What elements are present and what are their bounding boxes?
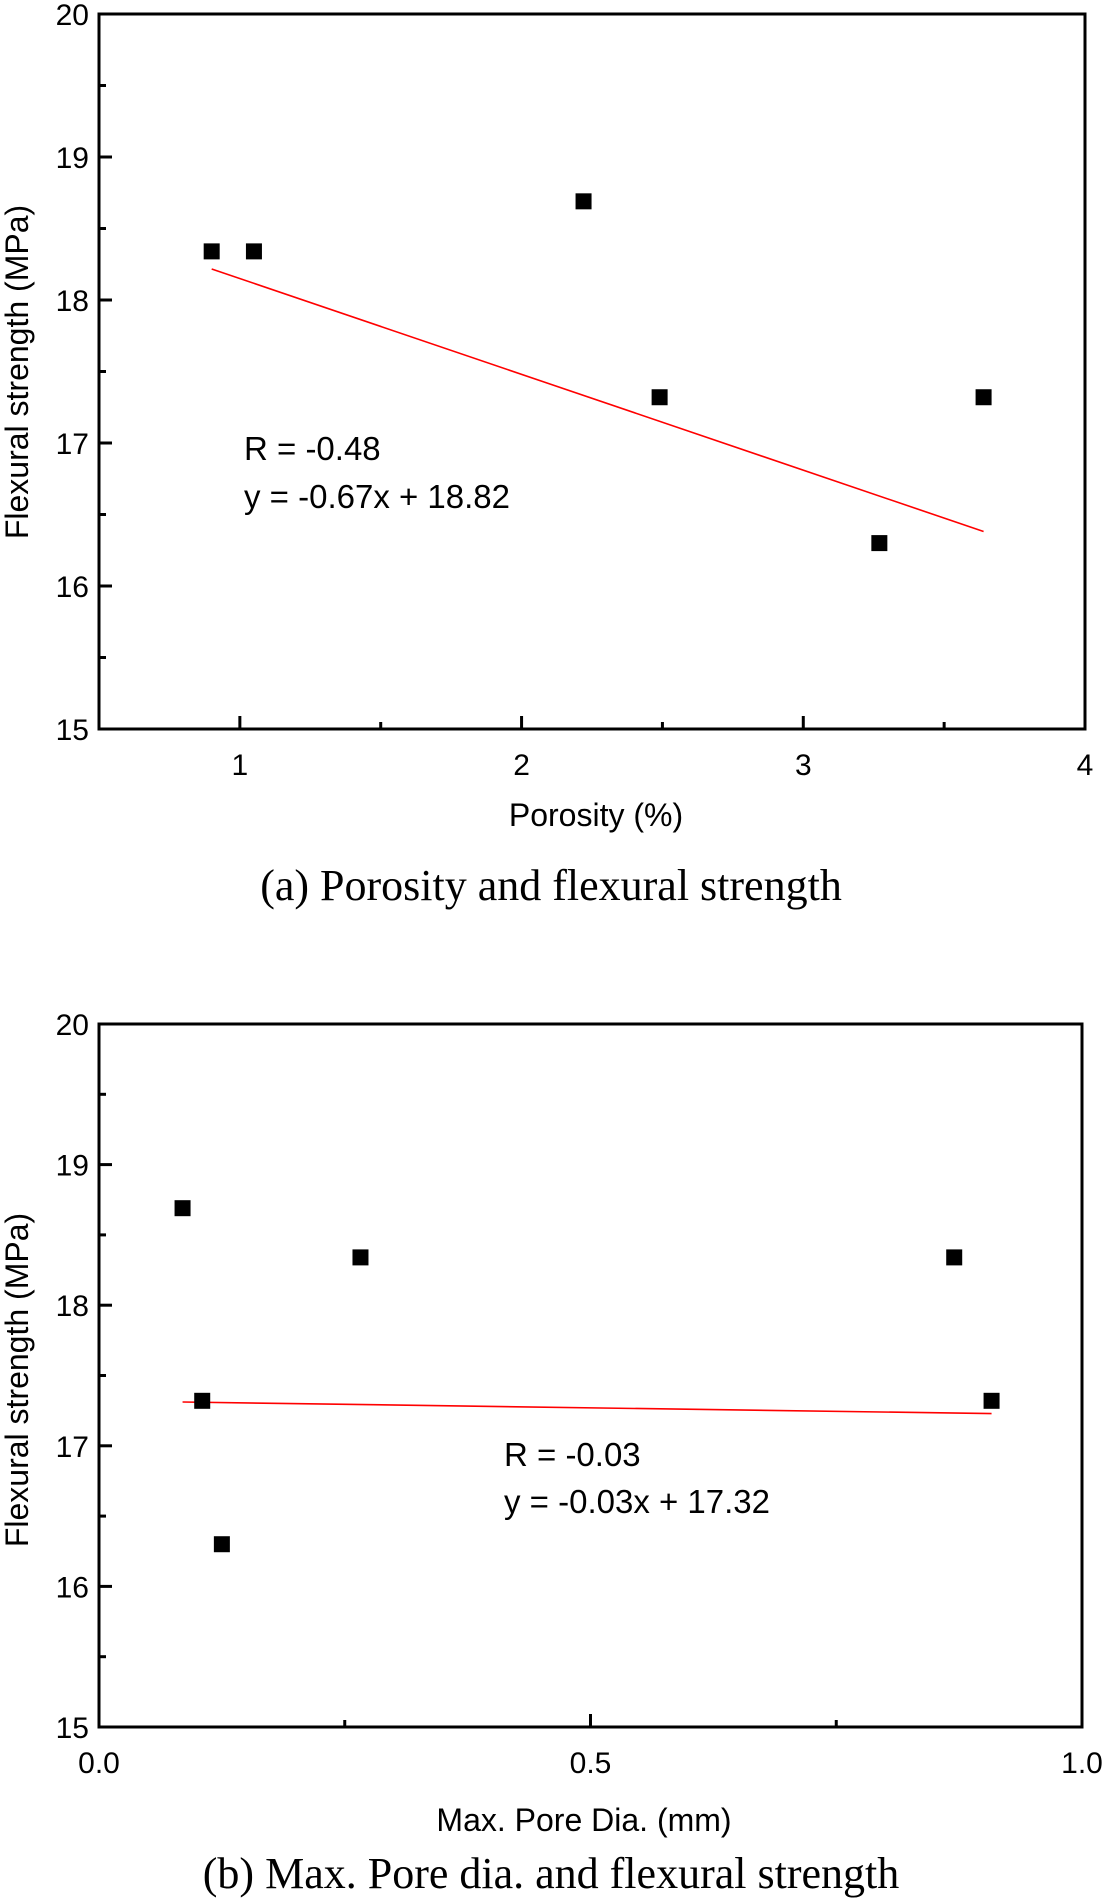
panel-a-ytick-label: 15 <box>56 714 89 747</box>
panel-a-ytick-label: 17 <box>56 428 89 461</box>
panel-b-ylabel: Flexural strength (MPa) <box>0 1213 35 1547</box>
panel-b-xtick-label: 0.0 <box>78 1747 120 1780</box>
panel-b-ytick-label: 20 <box>56 1009 89 1042</box>
panel-a-data-point <box>245 243 262 260</box>
panel-b-data-point <box>983 1392 1000 1409</box>
panel-a-data-point <box>975 389 992 406</box>
panel-a-data-point <box>575 193 592 210</box>
panel-a-data-point <box>203 243 220 260</box>
panel-b-pore-diameter-chart: 15 16 17 18 19 20 0.0 0.5 1.0 Max. Pore Dia. (mm… <box>0 1009 1102 1898</box>
panel-b-plot: 15 16 17 18 19 20 0.0 0.5 1.0 <box>56 1009 1102 1780</box>
panel-a-caption: (a) Porosity and flexural strength <box>260 861 842 910</box>
panel-a-ytick-label: 16 <box>56 571 89 604</box>
panel-b-ytick-label: 19 <box>56 1150 89 1183</box>
panel-a-porosity-chart: 15 16 17 18 19 20 1 2 3 4 Porosity (%) Flexural s… <box>0 0 1093 910</box>
panel-a-ytick-label: 19 <box>56 142 89 175</box>
panel-b-data-point <box>946 1249 963 1266</box>
panel-b-equation-annotation: y = -0.03x + 17.32 <box>504 1483 770 1520</box>
panel-b-r-annotation: R = -0.03 <box>504 1436 641 1473</box>
panel-a-frame <box>97 12 1087 731</box>
panel-b-ytick-label: 15 <box>56 1712 89 1745</box>
panel-a-equation-annotation: y = -0.67x + 18.82 <box>244 478 510 515</box>
panel-a-xtick-label: 4 <box>1077 749 1094 782</box>
panel-b-data-point <box>213 1536 230 1553</box>
panel-b-frame <box>97 1022 1084 1729</box>
panel-a-fit-line <box>211 268 984 533</box>
panel-a-xtick-label: 2 <box>513 749 530 782</box>
panel-a-r-annotation: R = -0.48 <box>244 430 381 467</box>
panel-a-ytick-label: 20 <box>56 0 89 32</box>
panel-a-xtick-label: 3 <box>795 749 812 782</box>
panel-a-plot: 15 16 17 18 19 20 1 2 3 4 <box>56 0 1094 782</box>
panel-b-xtick-label: 0.5 <box>570 1747 612 1780</box>
panel-b-xtick-label: 1.0 <box>1061 1747 1102 1780</box>
panel-a-ytick-label: 18 <box>56 285 89 318</box>
panel-b-ytick-label: 18 <box>56 1290 89 1323</box>
panel-b-data-point <box>174 1200 191 1217</box>
panel-b-data-point <box>194 1392 211 1409</box>
panel-b-data-point <box>352 1249 369 1266</box>
panel-a-data-point <box>871 535 888 552</box>
panel-a-data-point <box>651 389 668 406</box>
panel-b-ytick-label: 17 <box>56 1431 89 1464</box>
panel-a-xtick-label: 1 <box>232 749 249 782</box>
panel-b-fit-line <box>182 1401 992 1415</box>
panel-a-ylabel: Flexural strength (MPa) <box>0 205 35 539</box>
panel-a-xlabel: Porosity (%) <box>509 797 683 833</box>
panel-b-xlabel: Max. Pore Dia. (mm) <box>436 1802 731 1838</box>
panel-b-caption: (b) Max. Pore dia. and flexural strength <box>203 1849 899 1898</box>
panel-b-ytick-label: 16 <box>56 1571 89 1604</box>
